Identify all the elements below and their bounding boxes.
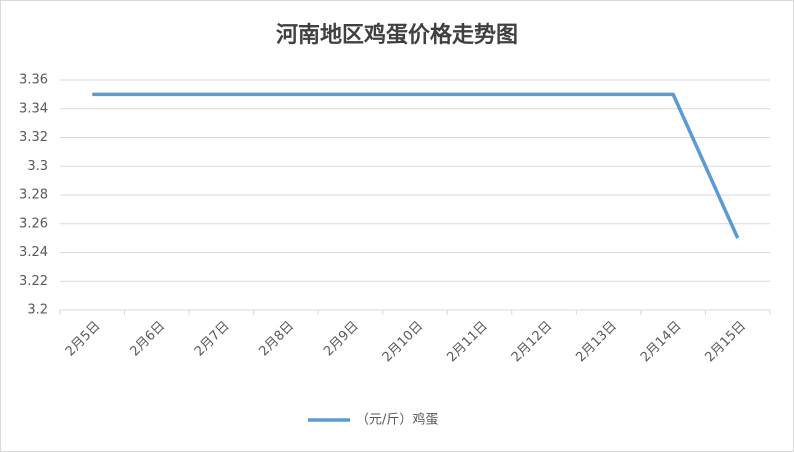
y-tick-label: 3.22 bbox=[19, 274, 48, 289]
y-tick-label: 3.24 bbox=[19, 245, 48, 260]
legend-label: （元/斤）鸡蛋 bbox=[356, 412, 438, 428]
y-tick-label: 3.28 bbox=[19, 188, 48, 203]
y-tick-label: 3.36 bbox=[19, 73, 48, 88]
line-series bbox=[92, 92, 740, 239]
chart-title: 河南地区鸡蛋价格走势图 bbox=[276, 22, 518, 48]
y-tick-label: 3.3 bbox=[27, 159, 48, 174]
y-tick-label: 3.34 bbox=[19, 101, 48, 116]
y-tick-label: 3.2 bbox=[27, 303, 48, 318]
y-tick-label: 3.32 bbox=[19, 130, 48, 145]
y-tick-label: 3.26 bbox=[19, 216, 48, 231]
